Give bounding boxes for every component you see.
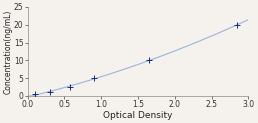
Point [33,93,37,95]
X-axis label: Optical Density: Optical Density [103,111,173,120]
Point [235,24,239,26]
Point [68,86,72,88]
Point [147,59,151,61]
Point [92,77,96,79]
Y-axis label: Concentration(ng/mL): Concentration(ng/mL) [3,9,12,94]
Point [48,91,52,93]
